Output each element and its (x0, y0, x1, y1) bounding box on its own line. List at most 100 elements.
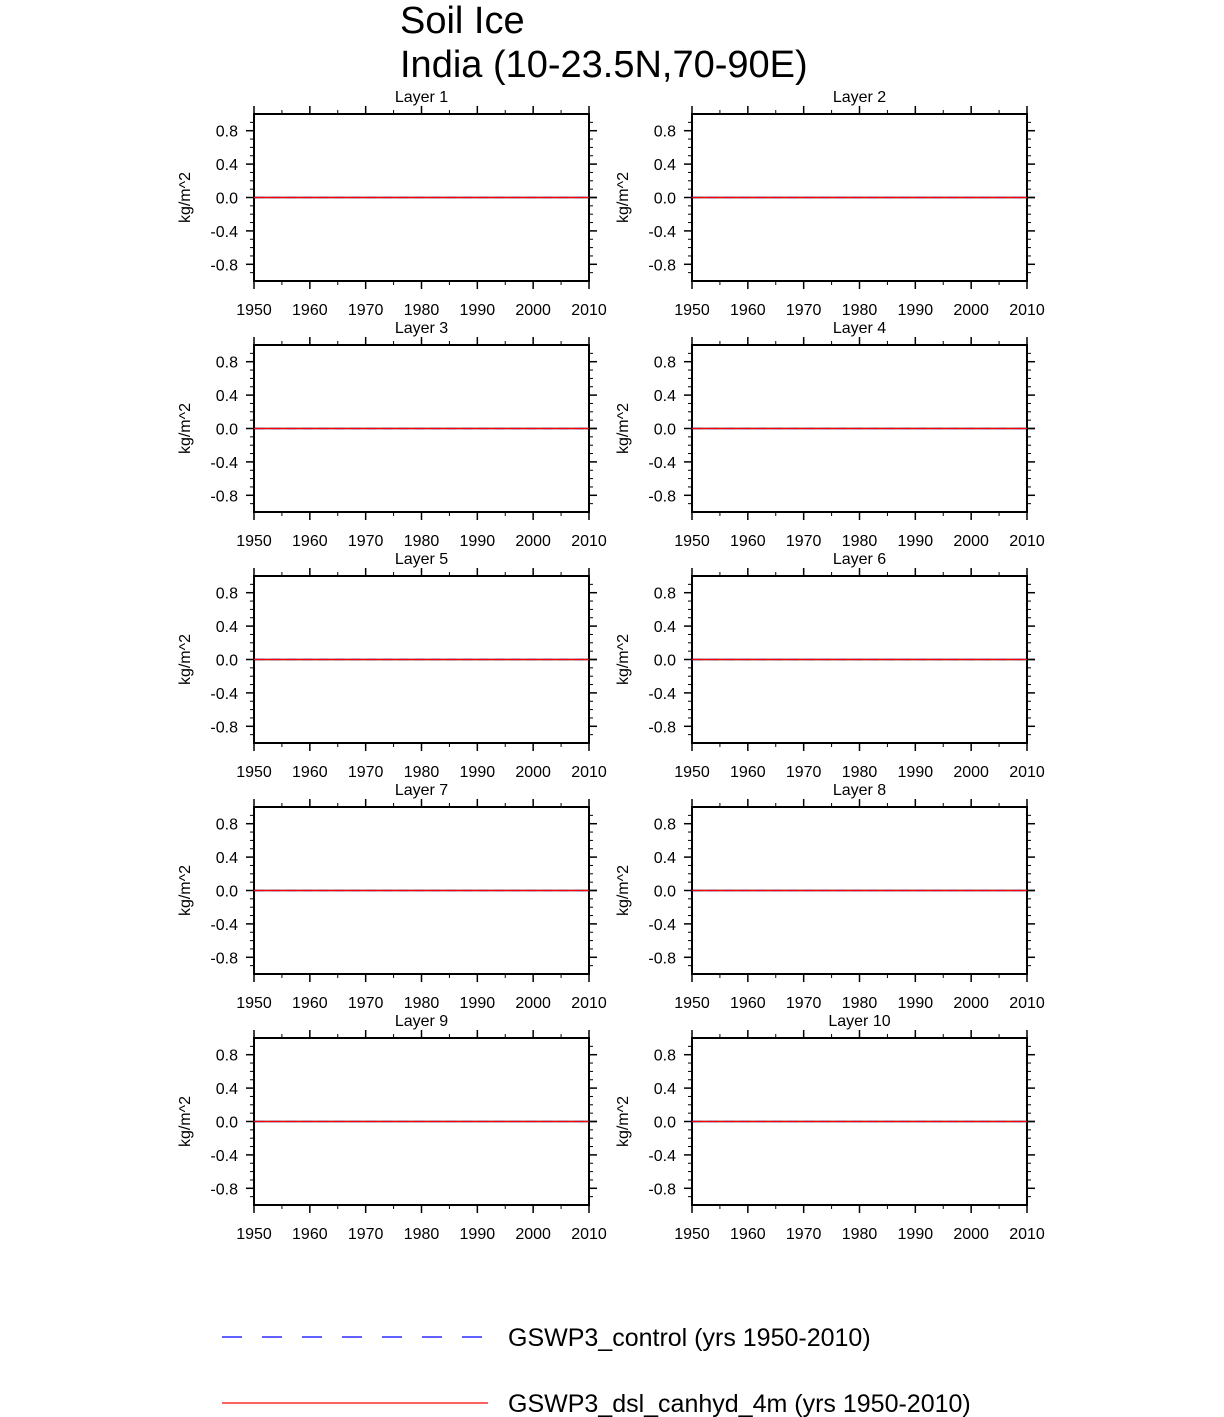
y-tick-label: 0.0 (654, 422, 676, 439)
panel-6: Layer 6 1950 1960 1970 1980 1990 2000 2010 0.8 0.… (615, 551, 1045, 781)
y-tick-label: -0.4 (648, 686, 676, 703)
legend: GSWP3_control (yrs 1950-2010) GSWP3_dsl_c… (222, 1324, 971, 1417)
chart-title: Soil Ice (400, 0, 525, 42)
x-tick-label: 1980 (404, 1226, 440, 1243)
x-tick-label: 2000 (515, 1226, 551, 1243)
panel-3: Layer 3 1950 1960 1970 1980 1990 2000 2010 0.8 0.… (177, 320, 607, 550)
legend-label-1: GSWP3_control (yrs 1950-2010) (508, 1324, 871, 1352)
y-axis-label: kg/m^2 (177, 1096, 194, 1147)
panel-title: Layer 8 (833, 782, 886, 799)
y-tick-label: -0.8 (210, 488, 238, 505)
x-tick-label: 2000 (515, 764, 551, 781)
x-tick-label: 1960 (292, 1226, 328, 1243)
y-tick-label: 0.0 (216, 1115, 238, 1132)
y-tick-label: 0.4 (654, 388, 676, 405)
y-axis-label: kg/m^2 (177, 865, 194, 916)
y-tick-label: 0.8 (216, 1048, 238, 1065)
y-tick-label: 0.8 (216, 124, 238, 141)
x-tick-label: 1980 (842, 995, 878, 1012)
y-axis-label: kg/m^2 (615, 865, 632, 916)
x-tick-label: 1980 (404, 533, 440, 550)
x-tick-label: 1970 (786, 302, 822, 319)
y-tick-label: -0.8 (648, 950, 676, 967)
y-tick-label: 0.4 (216, 157, 238, 174)
x-tick-label: 1980 (404, 302, 440, 319)
y-tick-label: 0.8 (216, 586, 238, 603)
x-tick-label: 1980 (842, 533, 878, 550)
x-tick-label: 1970 (348, 302, 384, 319)
x-tick-label: 1960 (292, 533, 328, 550)
y-tick-label: -0.8 (210, 1181, 238, 1198)
legend-label-2: GSWP3_dsl_canhyd_4m (yrs 1950-2010) (508, 1390, 971, 1417)
x-tick-label: 1970 (348, 533, 384, 550)
y-tick-label: -0.8 (648, 488, 676, 505)
x-tick-label: 1990 (898, 995, 934, 1012)
x-tick-label: 1950 (236, 302, 272, 319)
y-axis-label: kg/m^2 (177, 172, 194, 223)
y-tick-label: -0.4 (210, 917, 238, 934)
x-tick-label: 2010 (571, 764, 607, 781)
y-tick-label: 0.4 (654, 619, 676, 636)
x-tick-label: 1980 (842, 764, 878, 781)
panel-title: Layer 5 (395, 551, 448, 568)
x-tick-label: 2010 (1009, 533, 1045, 550)
panel-4: Layer 4 1950 1960 1970 1980 1990 2000 2010 0.8 0.… (615, 320, 1045, 550)
y-tick-label: 0.4 (216, 850, 238, 867)
y-tick-label: 0.0 (654, 653, 676, 670)
x-tick-label: 1950 (236, 1226, 272, 1243)
y-tick-label: 0.0 (654, 1115, 676, 1132)
y-tick-label: -0.4 (648, 917, 676, 934)
x-tick-label: 1980 (404, 764, 440, 781)
y-tick-label: -0.8 (210, 257, 238, 274)
y-tick-label: 0.4 (654, 1081, 676, 1098)
x-tick-label: 1960 (730, 995, 766, 1012)
x-tick-label: 1950 (674, 995, 710, 1012)
panel-title: Layer 6 (833, 551, 886, 568)
y-tick-label: 0.4 (216, 1081, 238, 1098)
x-tick-label: 1960 (730, 764, 766, 781)
y-tick-label: -0.4 (210, 1148, 238, 1165)
x-tick-label: 1990 (460, 1226, 496, 1243)
chart-subtitle: India (10-23.5N,70-90E) (400, 44, 808, 86)
y-tick-label: -0.8 (210, 719, 238, 736)
x-tick-label: 1990 (460, 302, 496, 319)
y-tick-label: 0.4 (654, 850, 676, 867)
y-tick-label: 0.0 (216, 884, 238, 901)
x-tick-label: 2010 (571, 533, 607, 550)
x-tick-label: 2010 (1009, 995, 1045, 1012)
y-tick-label: 0.8 (654, 355, 676, 372)
x-tick-label: 2000 (953, 995, 989, 1012)
x-tick-label: 1980 (842, 1226, 878, 1243)
y-tick-label: 0.8 (654, 586, 676, 603)
y-tick-label: -0.4 (210, 455, 238, 472)
y-axis-label: kg/m^2 (615, 1096, 632, 1147)
x-tick-label: 2000 (515, 302, 551, 319)
panel-title: Layer 1 (395, 89, 448, 106)
panel-5: Layer 5 1950 1960 1970 1980 1990 2000 2010 0.8 0.… (177, 551, 607, 781)
x-tick-label: 2010 (1009, 1226, 1045, 1243)
y-tick-label: -0.4 (648, 455, 676, 472)
y-tick-label: 0.0 (216, 653, 238, 670)
y-axis-label: kg/m^2 (615, 634, 632, 685)
x-tick-label: 1950 (674, 302, 710, 319)
y-tick-label: -0.8 (210, 950, 238, 967)
x-tick-label: 1950 (674, 764, 710, 781)
y-tick-label: -0.8 (648, 1181, 676, 1198)
x-tick-label: 1970 (786, 995, 822, 1012)
y-tick-label: 0.0 (654, 191, 676, 208)
x-tick-label: 1990 (460, 995, 496, 1012)
panel-title: Layer 3 (395, 320, 448, 337)
panel-9: Layer 9 1950 1960 1970 1980 1990 2000 2010 0.8 0.… (177, 1013, 607, 1243)
y-tick-label: 0.0 (216, 191, 238, 208)
x-tick-label: 1950 (674, 533, 710, 550)
y-tick-label: -0.4 (210, 224, 238, 241)
x-tick-label: 1990 (898, 533, 934, 550)
x-tick-label: 2010 (1009, 302, 1045, 319)
y-axis-label: kg/m^2 (177, 634, 194, 685)
x-tick-label: 2010 (571, 995, 607, 1012)
y-tick-label: 0.0 (216, 422, 238, 439)
x-tick-label: 1980 (404, 995, 440, 1012)
panel-title: Layer 10 (828, 1013, 890, 1030)
x-tick-label: 1970 (786, 533, 822, 550)
